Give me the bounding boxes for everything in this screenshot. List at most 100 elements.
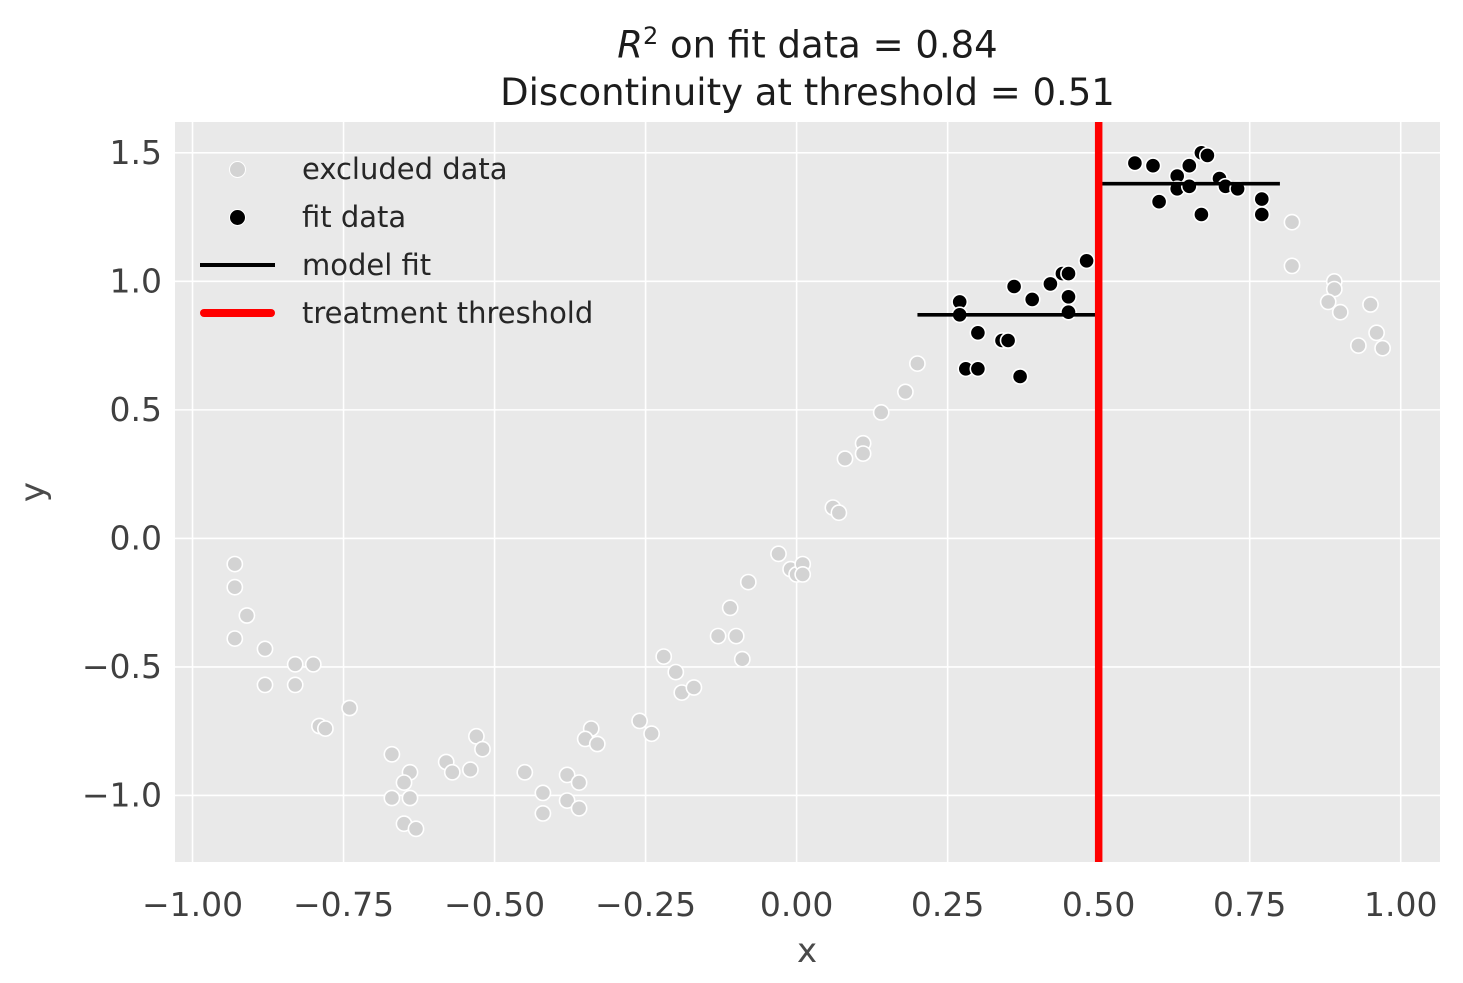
excluded-data-point (383, 745, 401, 763)
gridlines (175, 122, 1440, 862)
x-tick-label: −1.00 (142, 885, 243, 924)
x-tick-label: 0.25 (911, 885, 984, 924)
y-tick-label: −0.5 (82, 647, 162, 686)
excluded-data-point (897, 383, 914, 401)
fit-data-point (1180, 157, 1198, 175)
legend-label: model fit (302, 248, 432, 282)
fit-data-point (1023, 290, 1041, 308)
y-tick-label: 1.0 (110, 261, 162, 300)
x-tick-label: −0.75 (293, 885, 394, 924)
excluded-data-point (534, 784, 552, 802)
fit-data-point (1199, 146, 1216, 164)
excluded-data-point (631, 712, 648, 730)
chart-title-line1: R2 on fit data = 0.84 (175, 12, 1440, 69)
legend-item-treatment-threshold: treatment threshold (200, 289, 593, 337)
excluded-data-point (909, 355, 926, 372)
excluded-data-point (558, 766, 576, 784)
excluded-data-point (794, 566, 812, 583)
y-axis-label: y (13, 482, 53, 502)
legend-item-model-fit: model fit (200, 241, 593, 289)
excluded-data-point (1374, 339, 1391, 357)
fit-data-point (969, 360, 987, 378)
fit-data-point (1060, 265, 1077, 282)
excluded-data-point (733, 650, 751, 668)
excluded-data-point (286, 676, 304, 694)
title-math-var: R (617, 23, 643, 67)
excluded-data-point (1283, 257, 1301, 275)
excluded-data-point (721, 599, 739, 617)
excluded-data-point (570, 774, 588, 791)
legend-label: excluded data (302, 152, 508, 186)
excluded-data-point (383, 789, 401, 807)
excluded-data-point (1331, 303, 1349, 321)
x-tick-label: 0.50 (1062, 885, 1135, 924)
axes-background (175, 122, 1440, 862)
chart-title: R2 on fit data = 0.84 Discontinuity at t… (175, 12, 1440, 117)
excluded-data-point (872, 403, 890, 421)
excluded-data-point (395, 774, 413, 791)
excluded-data-marker-icon (229, 160, 246, 178)
x-tick-label: 1.00 (1364, 885, 1437, 924)
excluded-data-point (256, 640, 274, 658)
legend-item-fit-data: fit data (200, 193, 593, 241)
excluded-data-point (709, 627, 727, 645)
excluded-data-point (643, 725, 660, 743)
excluded-data-point (534, 805, 552, 822)
fit-data-point (969, 324, 987, 342)
legend-label: fit data (302, 200, 407, 234)
excluded-data-point (655, 648, 673, 665)
y-tick-label: −1.0 (82, 775, 162, 814)
excluded-data-point (558, 792, 576, 809)
fit-data-point (1253, 190, 1271, 208)
fit-data-point (1078, 252, 1095, 270)
excluded-data-point (1350, 337, 1367, 354)
fit-data-point (1011, 368, 1029, 385)
fit-data-point (999, 332, 1017, 349)
y-tick-labels: 1.5 1.0 0.5 0.0 −0.5 −1.0 (82, 133, 162, 815)
excluded-data-point (739, 573, 757, 591)
excluded-data-point (570, 799, 588, 817)
excluded-data-point (461, 761, 479, 779)
fit-data-point (1144, 157, 1162, 175)
excluded-data-point (685, 679, 703, 696)
x-tick-label: −0.25 (595, 885, 696, 924)
fit-data-point (1253, 206, 1271, 223)
excluded-data-point (226, 578, 244, 596)
fit-data-point (1180, 177, 1198, 195)
excluded-data-point (854, 445, 872, 462)
legend: excluded data fit data model fit treatme… (200, 145, 593, 337)
fit-data-points (951, 144, 1271, 385)
excluded-data-point (256, 676, 274, 694)
fit-data-marker-icon (229, 208, 246, 226)
excluded-data-point (238, 607, 256, 624)
y-tick-label: 1.5 (110, 133, 162, 172)
excluded-data-point (770, 545, 787, 563)
model-fit-lines (917, 181, 1280, 317)
chart-title-line2: Discontinuity at threshold = 0.51 (500, 71, 1115, 115)
excluded-data-point (286, 655, 304, 673)
title-line1-text: on fit data = 0.84 (658, 23, 998, 67)
excluded-data-point (226, 555, 244, 573)
excluded-data-point (407, 820, 425, 838)
x-tick-label: 0.00 (760, 885, 833, 924)
x-axis-label: x (797, 931, 817, 971)
excluded-data-point (516, 763, 534, 781)
fit-data-point (1126, 154, 1144, 172)
excluded-data-point (1319, 293, 1337, 311)
excluded-data-point (226, 630, 244, 647)
excluded-data-point (727, 627, 745, 645)
excluded-data-points (226, 213, 1391, 838)
treatment-threshold-line-icon (200, 309, 275, 317)
excluded-data-point (836, 450, 854, 468)
fit-data-point (1060, 288, 1077, 306)
excluded-data-point (474, 740, 491, 758)
excluded-data-point (316, 720, 334, 737)
fit-data-point (1005, 278, 1023, 295)
excluded-data-point (1362, 296, 1379, 313)
legend-item-excluded-data: excluded data (200, 145, 593, 193)
fit-data-point (1193, 206, 1210, 223)
excluded-data-point (401, 789, 419, 807)
x-tick-label: −0.50 (444, 885, 545, 924)
excluded-data-point (830, 504, 848, 522)
